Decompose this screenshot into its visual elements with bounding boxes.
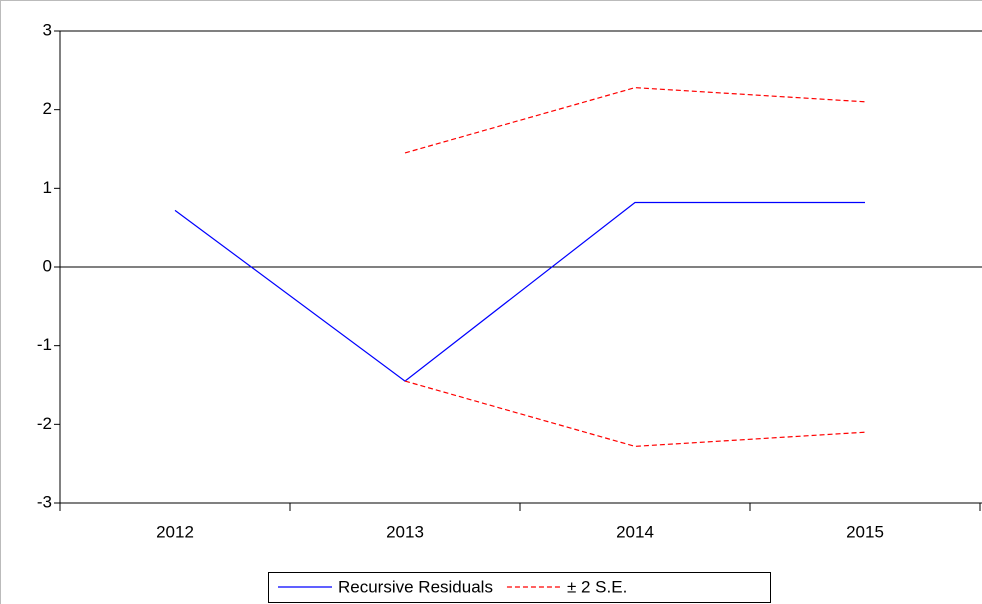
- series-line-lower: [404, 380, 866, 447]
- x-tick-label: 2014: [616, 522, 654, 541]
- x-tick-label: 2012: [156, 522, 194, 541]
- x-tick-label: 2013: [386, 522, 424, 541]
- x-tick-label: 2015: [846, 522, 884, 541]
- y-tick-label: 1: [43, 178, 52, 197]
- legend-box: [268, 572, 771, 603]
- series-line: [404, 87, 866, 154]
- y-tick-label: -3: [37, 492, 52, 511]
- series-line: [174, 201, 865, 382]
- legend-label: Recursive Residuals: [338, 577, 493, 596]
- y-tick-label: 3: [43, 20, 52, 39]
- y-tick-label: 0: [43, 256, 52, 275]
- legend-label: ± 2 S.E.: [567, 577, 627, 596]
- y-tick-label: 2: [43, 99, 52, 118]
- y-tick-label: -2: [37, 414, 52, 433]
- y-tick-label: -1: [37, 335, 52, 354]
